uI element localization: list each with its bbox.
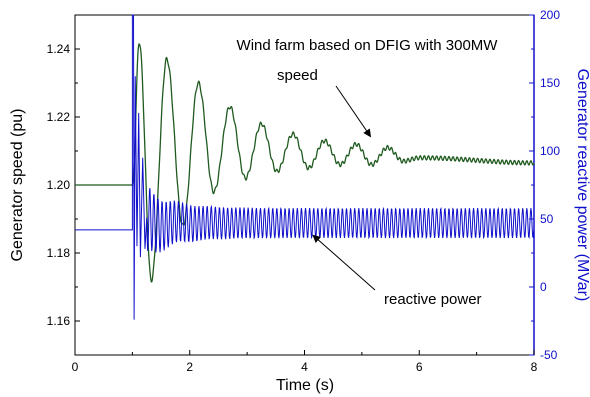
y-left-tick-label: 1.22 <box>47 110 71 124</box>
y-right-tick-label: 200 <box>540 8 560 22</box>
annotation-speed-arrow <box>335 85 372 138</box>
x-tick-label: 4 <box>301 360 308 374</box>
y-right-tick-label: -50 <box>540 348 558 362</box>
x-axis-label: Time (s) <box>276 377 334 394</box>
y-left-tick-label: 1.24 <box>47 42 71 56</box>
series-layer <box>75 14 535 320</box>
y-left-tick-label: 1.16 <box>47 314 71 328</box>
y-right-axis-label: Generator reactive power (MVar) <box>574 69 590 302</box>
x-tick-label: 6 <box>416 360 423 374</box>
reactive-power-series-line <box>75 14 535 320</box>
y-left-tick-label: 1.20 <box>47 178 71 192</box>
annotation-reactive-power-label: reactive power <box>384 291 482 308</box>
axes-group: 0 2 4 6 8 1.16 1.18 1.20 1.22 1.24 -50 0 50 100 150 200 <box>47 8 561 374</box>
chart-title: Wind farm based on DFIG with 300MW <box>237 37 499 54</box>
y-left-tick-label: 1.18 <box>47 246 71 260</box>
annotation-speed-label: speed <box>277 67 318 84</box>
annotation-reactive-power-arrow <box>312 234 376 291</box>
y-left-axis-label: Generator speed (pu) <box>9 109 26 262</box>
y-right-tick-label: 150 <box>540 76 560 90</box>
x-tick-label: 0 <box>72 360 79 374</box>
y-right-tick-label: 50 <box>540 212 554 226</box>
x-tick-label: 8 <box>531 360 538 374</box>
annotation-layer: speed reactive power <box>277 67 482 308</box>
speed-series-line <box>75 43 535 283</box>
y-right-tick-label: 0 <box>540 280 547 294</box>
x-tick-label: 2 <box>186 360 193 374</box>
y-right-tick-label: 100 <box>540 144 560 158</box>
